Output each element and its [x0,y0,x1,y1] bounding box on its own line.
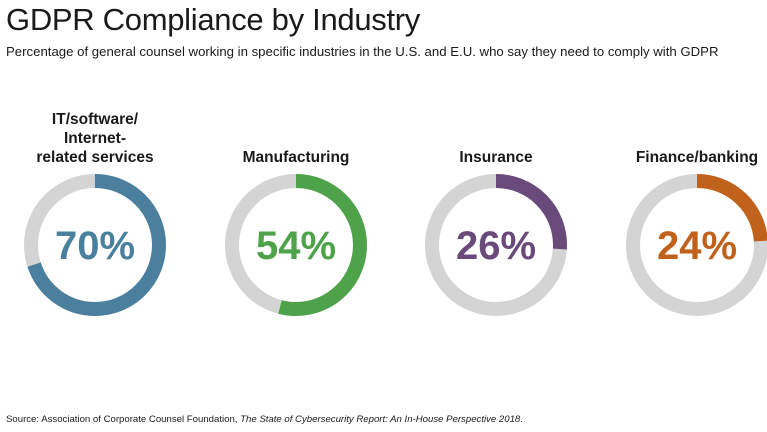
donut-svg: 24% [626,174,767,316]
source-suffix: . [520,414,523,425]
source-report-title: The State of Cybersecurity Report: An In… [240,414,521,425]
donut-chart: 54% [223,172,369,318]
donut-value-arc [225,174,367,316]
value-label: 26% [456,224,536,268]
category-label: Manufacturing [242,149,350,166]
category-label: Finance/banking [635,149,759,166]
chart-subtitle: Percentage of general counsel working in… [6,44,719,59]
donut-panel-it-software-internet-related-services: IT/software/ Internet- related services 7… [0,100,190,320]
source-note: Source: Association of Corporate Counsel… [6,414,523,425]
donut-chart: 70% [22,172,168,318]
donut-chart: 24% [624,172,767,318]
chart-title: GDPR Compliance by Industry [6,2,421,37]
donut-panel-finance-banking: Finance/banking 24% [602,100,767,320]
value-label: 70% [55,224,135,268]
value-label: 54% [256,224,336,268]
category-label: Insurance [459,149,533,166]
donut-value-arc [425,174,567,316]
donut-value-arc [626,174,767,316]
donut-value-arc [24,174,166,316]
donut-panel-manufacturing: Manufacturing 54% [201,100,391,320]
donut-svg: 26% [425,174,567,316]
category-label: IT/software/ Internet- related services [36,111,154,166]
donut-chart: 26% [423,172,569,318]
donut-svg: 70% [24,174,166,316]
donut-svg: 54% [225,174,367,316]
value-label: 24% [657,224,737,268]
source-prefix: Source: Association of Corporate Counsel… [6,414,241,425]
donut-panel-insurance: Insurance 26% [401,100,591,320]
